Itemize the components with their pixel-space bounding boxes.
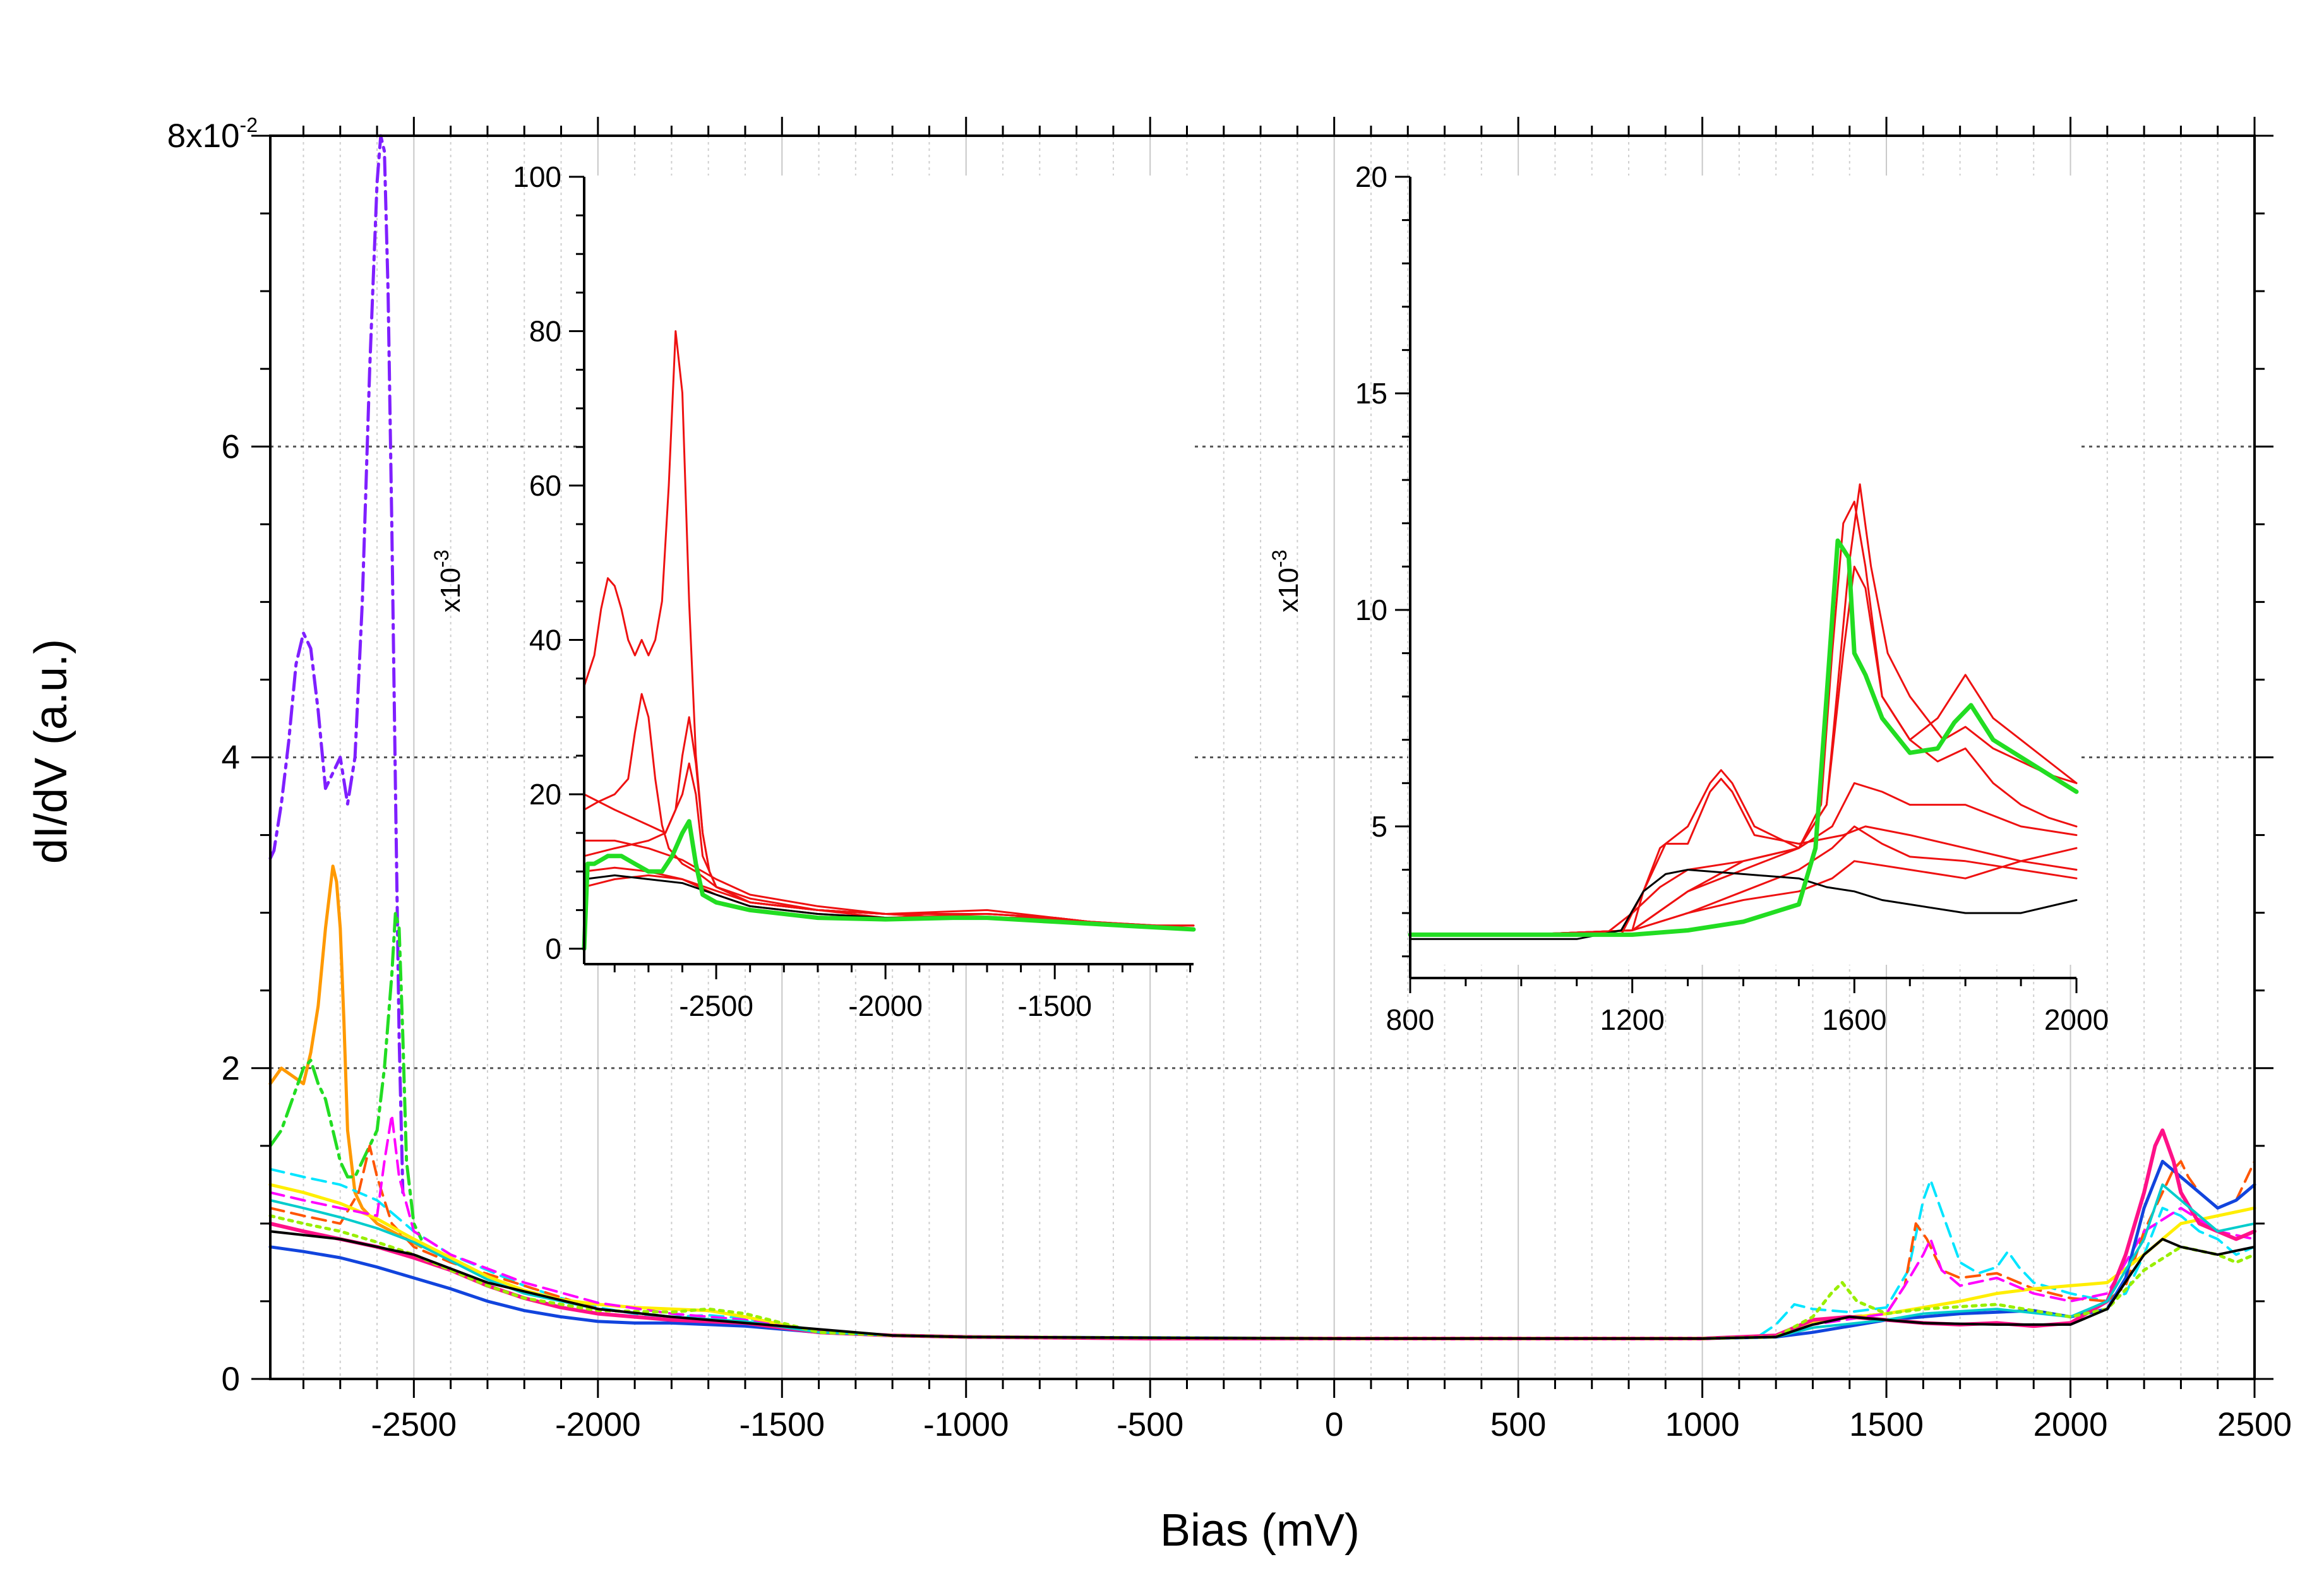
inset-right-x-tick-label: 1200 [1600,1003,1664,1036]
inset-right-x-tick-label: 800 [1386,1003,1435,1036]
inset-left-x-tick-label: -2500 [679,989,753,1022]
main-y-tick-label: 2 [222,1050,240,1087]
inset-right-series-line-2 [1409,483,2078,936]
inset-left-y-tick-label: 60 [529,469,561,502]
inset-right-series-line-1 [1409,501,2078,936]
inset-right-x-tick-label: 1600 [1822,1003,1886,1036]
inset-left-y-tick-label: 100 [513,160,561,193]
inset-plot-right: 800 1200 1600 2000 5 10 15 20 x10-3 [1268,160,2109,1036]
inset-left-y-tick-label: 20 [529,778,561,811]
main-x-tick-label: -500 [1117,1406,1183,1443]
inset-right-axes: 800 1200 1600 2000 5 10 15 20 [1355,160,2109,1036]
main-x-tick-label: 2000 [2033,1406,2108,1443]
inset-left-series-group [582,330,1196,951]
inset-plot-left: -2500 -2000 -1500 0 20 40 60 80 100 x10-3 [430,160,1196,1022]
inset-right-series-line-9 [1408,538,2079,937]
inset-right-x-tick-label: 2000 [2044,1003,2109,1036]
inset-left-y-multiplier: x10-3 [430,550,466,612]
main-x-tick-label: 0 [1325,1406,1343,1443]
inset-left-y-tick-label: 80 [529,315,561,348]
inset-right-y-tick-label: 15 [1355,377,1387,410]
inset-left-y-tick-label: 40 [529,624,561,657]
inset-left-series-line-7 [583,839,1195,931]
main-x-tick-label: -2500 [371,1406,457,1443]
inset-left-background [581,176,1194,965]
inset-right-series-line-8 [1409,869,2078,940]
inset-right-y-tick-label: 20 [1355,160,1387,193]
main-series-line-2 [268,864,423,1249]
main-series-line-1 [268,134,405,1195]
inset-left-series-line-9 [582,819,1196,951]
y-axis-title: dI/dV (a.u.) [26,639,76,864]
main-series-group [268,134,2256,1340]
inset-right-background [1408,176,2078,965]
main-series-line-12 [269,1230,2256,1340]
main-x-tick-label: -1500 [739,1406,825,1443]
main-series-line-3 [268,911,423,1241]
inset-left-y-tick-label: 0 [545,933,561,965]
main-x-tick-label: -2000 [555,1406,641,1443]
inset-right-y-tick-label: 10 [1355,594,1387,626]
main-x-tick-label: 500 [1490,1406,1546,1443]
inset-left-axes: -2500 -2000 -1500 0 20 40 60 80 100 [513,160,1194,1022]
inset-left-multiplier-exponent: -3 [430,550,453,568]
main-x-tick-label: 1500 [1849,1406,1924,1443]
inset-right-y-multiplier: x10-3 [1268,550,1304,612]
main-x-tick-label: -1000 [923,1406,1009,1443]
inset-left-x-tick-label: -1500 [1017,989,1092,1022]
inset-right-y-tick-label: 5 [1371,810,1387,843]
main-y-tick-label: 0 [222,1361,240,1398]
x-axis-title: Bias (mV) [1160,1505,1360,1556]
inset-right-series-group [1408,483,2079,940]
main-x-tick-label: 1000 [1665,1406,1740,1443]
main-y-tick-label: 6 [222,428,240,465]
inset-right-multiplier-exponent: -3 [1268,550,1291,568]
inset-right-multiplier-base: x10 [1273,568,1304,612]
inset-left-multiplier-base: x10 [435,568,466,612]
main-y-tick-label-exponent: -2 [240,114,258,136]
main-x-tick-label: 2500 [2217,1406,2292,1443]
main-y-tick-label-base: 8x10 [167,117,240,155]
main-y-tick-label: 4 [222,739,240,777]
main-axes: -2500 -2000 -1500 -1000 -500 0 500 1000 1500 2000… [167,114,2292,1443]
inset-left-x-tick-label: -2000 [848,989,923,1022]
inset-right-series-line-7 [1409,778,2078,936]
main-y-tick-label: 8x10-2 [167,114,258,155]
